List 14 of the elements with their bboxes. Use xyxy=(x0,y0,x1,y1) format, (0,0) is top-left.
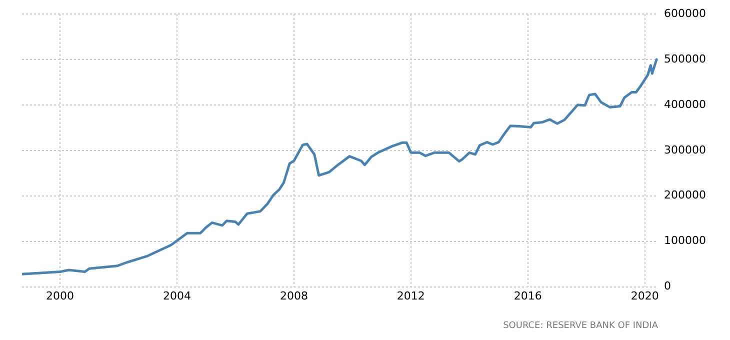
y-tick-label: 0 xyxy=(664,280,672,293)
y-tick-label: 400000 xyxy=(664,98,706,111)
x-tick-label: 2012 xyxy=(396,289,425,302)
y-tick-label: 300000 xyxy=(664,143,706,156)
source-note: SOURCE: RESERVE BANK OF INDIA xyxy=(503,321,659,331)
y-tick-label: 200000 xyxy=(664,188,706,202)
x-tick-label: 2020 xyxy=(630,289,659,302)
y-tick-label: 500000 xyxy=(664,52,706,66)
y-tick-label: 600000 xyxy=(664,6,706,20)
x-tick-label: 2000 xyxy=(46,289,74,302)
x-tick-label: 2008 xyxy=(280,289,308,302)
y-tick-label: 100000 xyxy=(664,234,706,248)
x-tick-label: 2004 xyxy=(162,289,191,302)
x-tick-label: 2016 xyxy=(514,289,542,302)
